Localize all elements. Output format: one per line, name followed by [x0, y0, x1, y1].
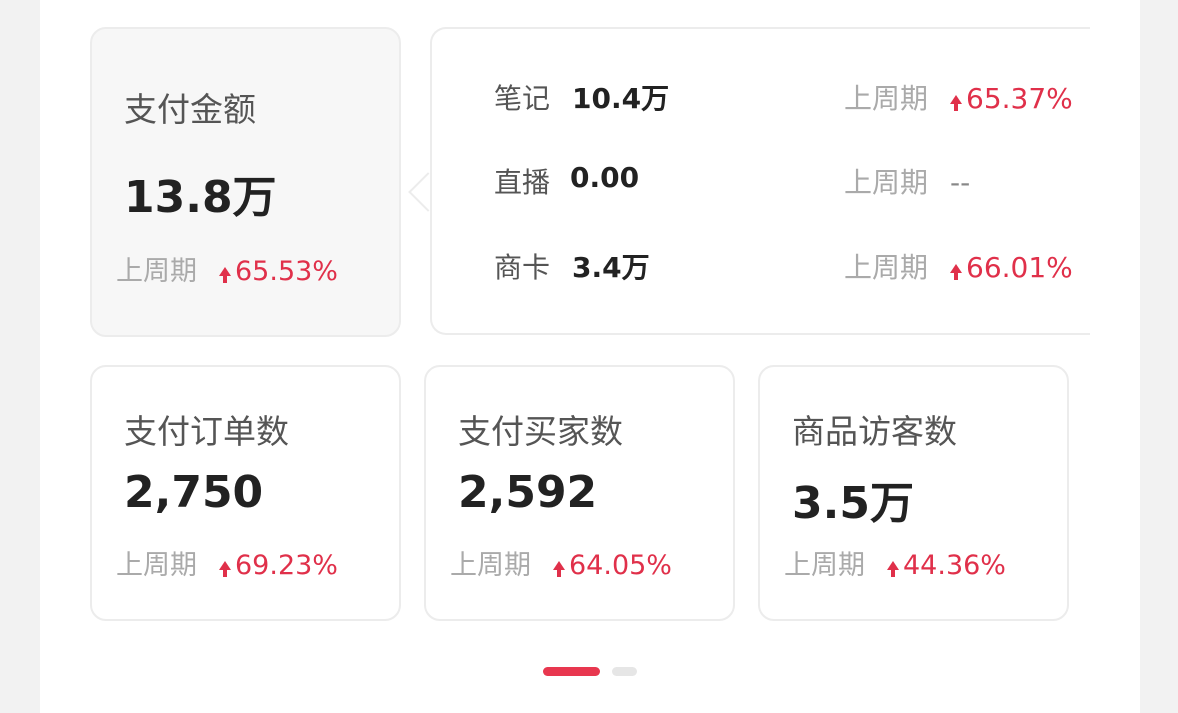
card-value: 2,592 — [458, 467, 598, 518]
change-value: 65.53% — [235, 256, 338, 287]
change-value: 44.36% — [903, 550, 1006, 581]
card-value: 3.5万 — [792, 478, 914, 529]
arrow-up-icon — [219, 561, 231, 577]
metric-card-payment-amount[interactable]: 支付金额 13.8万 上周期 65.53% — [90, 27, 401, 337]
compare-label: 上周期 — [116, 550, 197, 581]
arrow-up-icon — [887, 561, 899, 577]
change-value: -- — [950, 166, 971, 199]
breakdown-label: 商卡 — [494, 251, 551, 284]
arrow-up-icon — [950, 95, 963, 111]
breakdown-value: 3.4万 — [572, 251, 650, 284]
breakdown-row-product-card: 商卡 3.4万 上周期 66.01% — [494, 246, 1094, 286]
card-compare: 上周期 65.53% — [116, 249, 338, 288]
breakdown-row-notes: 笔记 10.4万 上周期 65.37% — [494, 77, 1094, 117]
arrow-up-icon — [219, 267, 231, 283]
card-title: 支付买家数 — [458, 412, 623, 451]
arrow-up-icon — [950, 264, 963, 280]
change-value: 65.37% — [966, 82, 1073, 115]
card-compare: 上周期 44.36% — [784, 543, 1006, 582]
change-value: 66.01% — [966, 251, 1073, 284]
metric-card-orders[interactable]: 支付订单数 2,750 上周期 69.23% — [90, 365, 401, 621]
breakdown-label: 笔记 — [494, 82, 551, 115]
card-title: 支付金额 — [124, 90, 256, 129]
breakdown-popover: 笔记 10.4万 上周期 65.37% 直播 0.00 上周期 -- 商卡 3.4万… — [430, 27, 1090, 335]
change-value: 69.23% — [235, 550, 338, 581]
card-value: 2,750 — [124, 467, 264, 518]
compare-label: 上周期 — [116, 256, 197, 287]
breakdown-value: 0.00 — [570, 161, 640, 194]
card-compare: 上周期 69.23% — [116, 543, 338, 582]
arrow-up-icon — [553, 561, 565, 577]
breakdown-row-live: 直播 0.00 上周期 -- — [494, 161, 1094, 201]
breakdown-value: 10.4万 — [572, 82, 670, 115]
compare-label: 上周期 — [784, 550, 865, 581]
card-title: 商品访客数 — [792, 412, 957, 451]
metric-card-visitors[interactable]: 商品访客数 3.5万 上周期 44.36% — [758, 365, 1069, 621]
change-value: 64.05% — [569, 550, 672, 581]
pagination-dot[interactable] — [612, 667, 637, 676]
card-compare: 上周期 64.05% — [450, 543, 672, 582]
compare-label: 上周期 — [450, 550, 531, 581]
compare-label: 上周期 — [844, 251, 929, 284]
metric-card-buyers[interactable]: 支付买家数 2,592 上周期 64.05% — [424, 365, 735, 621]
card-title: 支付订单数 — [124, 412, 289, 451]
pagination-dot-active[interactable] — [543, 667, 600, 676]
compare-label: 上周期 — [844, 82, 929, 115]
card-value: 13.8万 — [124, 172, 277, 223]
compare-label: 上周期 — [844, 166, 929, 199]
breakdown-label: 直播 — [494, 166, 551, 199]
